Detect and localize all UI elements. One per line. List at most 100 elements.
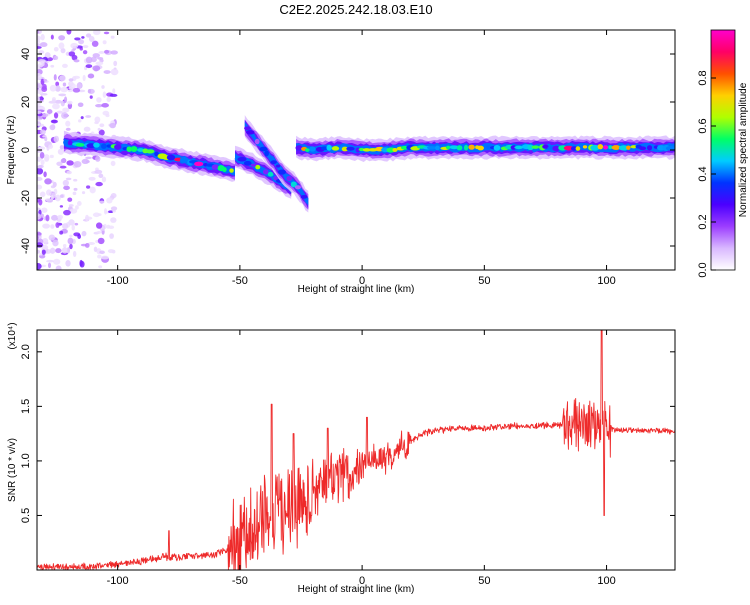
spectrogram-cell [67, 140, 73, 146]
spectrogram-cell [68, 204, 74, 207]
spectrogram-cell [300, 194, 308, 199]
x-tick-label: -50 [232, 275, 248, 287]
spectrogram-cell [101, 85, 105, 89]
spectrogram-cell [92, 65, 101, 72]
spectrogram-cell [37, 249, 41, 254]
spectrogram-cell [51, 99, 56, 103]
spectrogram-cell [486, 145, 492, 150]
spectrogram-cell [102, 91, 107, 98]
spectrogram-cell [48, 144, 54, 149]
spectrogram-cell [331, 146, 340, 151]
spectrogram-cell [74, 37, 81, 41]
spectrogram-cell [639, 146, 647, 151]
spectrogram-cell [194, 161, 204, 167]
spectrogram-cell [286, 175, 293, 181]
x-tick-label: 0 [359, 575, 365, 587]
spectrogram-cell [44, 178, 52, 185]
spectrogram-cell [108, 210, 114, 214]
spectrogram-cell [97, 56, 104, 60]
spectrogram-cell [37, 46, 42, 49]
spectrogram-cell [166, 154, 176, 161]
spectrogram-cell [60, 47, 66, 54]
spectrogram-cell [58, 35, 66, 41]
spectrogram-cell [51, 214, 59, 221]
spectrogram-cell [60, 100, 65, 107]
spectrogram-cell [79, 260, 85, 268]
spectrogram-cell [37, 73, 42, 80]
colorbar-tick-label: 0.2 [697, 214, 709, 229]
spectrogram-cell [108, 225, 115, 230]
spectrogram-cell [630, 145, 638, 149]
spectrogram-cell [50, 195, 54, 201]
colorbar-tick-label: 0.8 [697, 70, 709, 85]
snr-x-label: Height of straight line (km) [298, 584, 415, 595]
spectrogram-cell [42, 135, 48, 138]
spectrogram-cell [110, 50, 118, 55]
spectrogram-cell [94, 169, 103, 174]
spectrogram-cell [40, 78, 45, 85]
spectrogram-cell [71, 224, 75, 231]
spectrogram-cell [55, 222, 60, 228]
spectrogram-cell [42, 223, 51, 229]
spectrogram-cell [109, 93, 118, 97]
spectrogram-cell [275, 164, 281, 168]
spectrogram-cell [37, 242, 44, 248]
spectrogram-cell [68, 219, 75, 226]
spectrogram-cell [103, 49, 110, 54]
spectrogram-cell [65, 127, 71, 131]
spectrogram-cell [611, 145, 621, 150]
spectrogram-cell [41, 244, 49, 250]
spectrogram-cell [72, 191, 77, 196]
spectrogram-cell [41, 249, 46, 255]
y-tick-label: 20 [20, 96, 32, 108]
spectrogram-cell [103, 208, 108, 215]
y-tick-label: 0.5 [20, 508, 32, 523]
spectrogram-cell [50, 224, 55, 229]
spectrogram-cell [40, 129, 46, 135]
spectrogram-cell [110, 160, 116, 167]
snr-plot-area [37, 330, 675, 570]
spectrogram-cell [259, 146, 268, 152]
x-tick-label: 0 [359, 275, 365, 287]
spectrogram-cell [84, 242, 90, 248]
spectrogram-cell [95, 104, 103, 108]
spectrogram-cell [47, 262, 52, 269]
spectrogram-cell [56, 110, 64, 114]
x-tick-label: 50 [478, 575, 490, 587]
spectrogram-cell [40, 159, 45, 165]
spectrogram-cell [43, 171, 47, 178]
spectrogram-cell [97, 127, 101, 131]
spectrogram-cell [98, 51, 105, 54]
spectrogram-cell [62, 244, 67, 248]
spectrogram-cell [49, 247, 56, 254]
spectrogram-cell [93, 30, 101, 36]
spectrogram-cell [106, 96, 111, 102]
spectrogram-cell [41, 86, 48, 93]
spectrogram-cell [320, 146, 329, 151]
spectrogram-cell [97, 254, 102, 259]
spectrogram-cell [255, 164, 261, 170]
spectrogram-cell [43, 78, 48, 82]
spectrogram-cell [81, 36, 85, 39]
spectrogram-cell [110, 68, 119, 76]
spectrogram-cell [49, 154, 54, 159]
spectrogram-cell [62, 82, 67, 87]
spectrogram-cell [37, 165, 43, 169]
spectrogram-cell [41, 207, 48, 213]
spectrogram-cell [346, 146, 355, 151]
spectrogram-cell [98, 265, 103, 269]
spectrogram-cell [37, 110, 42, 115]
spectrogram-cell [46, 109, 53, 115]
spectrogram-cell [72, 250, 77, 257]
spectrogram-cell [66, 160, 74, 166]
x-tick-label: -50 [232, 575, 248, 587]
snr-frame [36, 329, 676, 571]
spectrogram-cell [37, 184, 43, 190]
spectrogram-cell [61, 247, 68, 254]
spectrogram-x-label: Height of straight line (km) [298, 284, 415, 295]
spectrogram-cell [40, 213, 44, 218]
spectrogram-cell [110, 35, 115, 39]
spectrogram-cell [590, 144, 600, 151]
spectrogram-cell [50, 185, 56, 189]
spectrogram-cell [39, 191, 46, 198]
